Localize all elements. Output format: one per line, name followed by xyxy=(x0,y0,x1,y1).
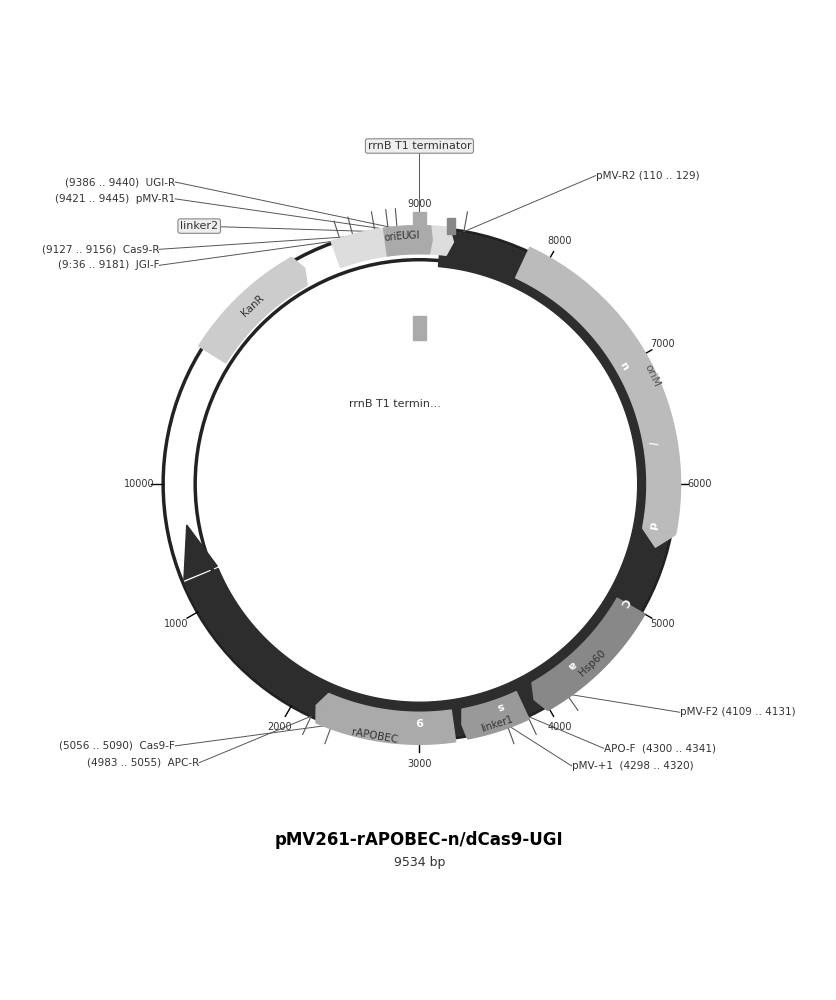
Text: (9127 .. 9156)  Cas9-R: (9127 .. 9156) Cas9-R xyxy=(42,244,159,254)
Text: n: n xyxy=(617,360,630,372)
Polygon shape xyxy=(291,257,307,285)
Text: oriE: oriE xyxy=(383,231,403,243)
Text: 9: 9 xyxy=(415,715,423,725)
Polygon shape xyxy=(515,247,680,534)
Bar xyxy=(412,212,426,232)
Text: pMV-+1  (4298 .. 4320): pMV-+1 (4298 .. 4320) xyxy=(571,761,692,771)
Bar xyxy=(412,316,426,340)
Text: 10000: 10000 xyxy=(124,479,155,489)
Text: pMV261-rAPOBEC-n/dCas9-UGI: pMV261-rAPOBEC-n/dCas9-UGI xyxy=(275,831,563,849)
Text: (9421 .. 9445)  pMV-R1: (9421 .. 9445) pMV-R1 xyxy=(55,194,175,204)
Polygon shape xyxy=(446,227,453,255)
Text: 9534 bp: 9534 bp xyxy=(393,856,445,869)
Text: 9000: 9000 xyxy=(406,199,431,209)
Text: 5000: 5000 xyxy=(649,619,674,629)
Polygon shape xyxy=(185,231,673,738)
Text: linker1: linker1 xyxy=(480,714,514,734)
Polygon shape xyxy=(316,694,455,744)
Text: 4000: 4000 xyxy=(547,722,571,732)
Text: rrnB T1 termin...: rrnB T1 termin... xyxy=(349,399,441,409)
Text: 7000: 7000 xyxy=(649,339,674,349)
Polygon shape xyxy=(642,528,675,547)
Text: linker2: linker2 xyxy=(180,221,218,231)
Text: (9:36 .. 9181)  JGI-F: (9:36 .. 9181) JGI-F xyxy=(58,260,159,270)
Text: a: a xyxy=(564,659,577,671)
Text: pMV-F2 (4109 .. 4131): pMV-F2 (4109 .. 4131) xyxy=(679,707,794,717)
Polygon shape xyxy=(383,226,430,256)
Text: s: s xyxy=(495,700,504,712)
Text: d: d xyxy=(645,520,657,530)
Polygon shape xyxy=(461,709,467,739)
Text: Hsp60: Hsp60 xyxy=(576,648,607,678)
Text: 1000: 1000 xyxy=(164,619,189,629)
Text: (4983 .. 5055)  APC-R: (4983 .. 5055) APC-R xyxy=(87,758,199,768)
Polygon shape xyxy=(429,226,431,254)
Text: KanR: KanR xyxy=(239,293,266,318)
Text: /: / xyxy=(646,440,656,446)
Text: (9386 .. 9440)  UGI-R: (9386 .. 9440) UGI-R xyxy=(65,177,175,187)
Polygon shape xyxy=(331,226,449,268)
Polygon shape xyxy=(198,257,307,363)
Polygon shape xyxy=(184,525,217,580)
Text: pMV-R2 (110 .. 129): pMV-R2 (110 .. 129) xyxy=(595,171,698,181)
Polygon shape xyxy=(315,693,329,723)
Text: (5056 .. 5090)  Cas9-F: (5056 .. 5090) Cas9-F xyxy=(59,741,175,751)
Polygon shape xyxy=(532,598,644,710)
Text: C: C xyxy=(617,596,630,608)
Text: 8000: 8000 xyxy=(547,236,571,246)
Polygon shape xyxy=(461,692,528,739)
Text: 3000: 3000 xyxy=(406,759,431,769)
Text: 2000: 2000 xyxy=(267,722,291,732)
Text: oriM: oriM xyxy=(641,363,660,389)
Bar xyxy=(446,218,454,234)
Text: n/dCas9: n/dCas9 xyxy=(178,475,188,525)
Text: rrnB T1 terminator: rrnB T1 terminator xyxy=(367,141,471,151)
Text: rAPOBEC: rAPOBEC xyxy=(350,727,399,745)
Polygon shape xyxy=(532,683,547,710)
Text: UGI: UGI xyxy=(400,231,420,241)
Text: APO-F  (4300 .. 4341): APO-F (4300 .. 4341) xyxy=(603,743,715,753)
Text: 6000: 6000 xyxy=(686,479,711,489)
